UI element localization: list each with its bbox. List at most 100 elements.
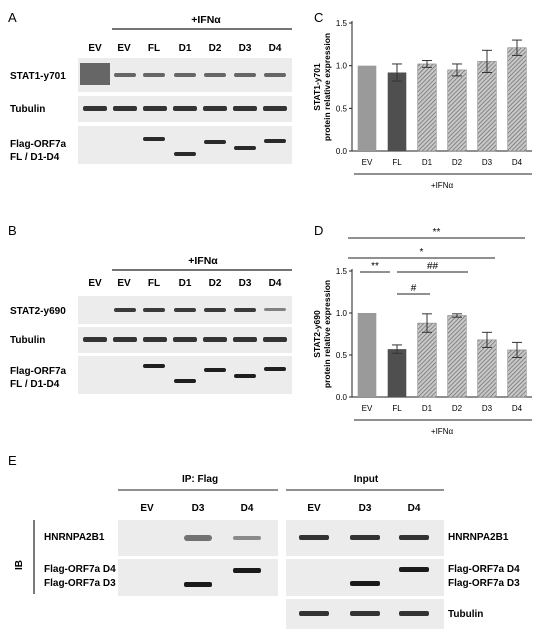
y-tick-label: 1.5 bbox=[336, 19, 348, 28]
bar bbox=[387, 72, 407, 151]
lane-label: EV bbox=[140, 503, 154, 514]
ib-side-label: IB bbox=[14, 560, 25, 570]
lane-label: D2 bbox=[209, 43, 222, 54]
lane-label: D1 bbox=[179, 278, 192, 289]
y-tick-label: 0.5 bbox=[336, 104, 348, 113]
lane-label: D4 bbox=[269, 43, 282, 54]
x-axis-label: +IFNα bbox=[431, 427, 454, 436]
blot-band bbox=[234, 146, 256, 150]
blot-band bbox=[173, 337, 197, 342]
blot-band bbox=[184, 535, 212, 541]
lane-label: D4 bbox=[408, 503, 421, 514]
bar bbox=[477, 339, 497, 398]
lane-label: EV bbox=[117, 43, 131, 54]
blot-band bbox=[263, 106, 287, 111]
blot-band bbox=[174, 379, 196, 383]
blot-band bbox=[174, 152, 196, 156]
lane-label: FL bbox=[148, 278, 160, 289]
row-label-line-1: Flag-ORF7a bbox=[10, 366, 67, 377]
input-row-label-tubulin: Tubulin bbox=[448, 609, 483, 620]
blot-band bbox=[80, 63, 110, 85]
y-axis-label: STAT2-y690 bbox=[312, 310, 322, 358]
blot-band bbox=[234, 374, 256, 378]
blot-bands-tubulin-a bbox=[83, 106, 287, 111]
lane-label: D3 bbox=[239, 278, 252, 289]
blot-band bbox=[263, 337, 287, 342]
chart-c: 0.0 0.5 1.0 1.5 STAT1-y701 protein relative e… bbox=[312, 19, 532, 190]
panel-label-b: B bbox=[8, 223, 17, 238]
blot-row-label-tubulin-b: Tubulin bbox=[10, 335, 45, 346]
blot-band bbox=[233, 337, 257, 342]
lane-label: EV bbox=[307, 503, 321, 514]
lane-label: D1 bbox=[179, 43, 192, 54]
blot-band bbox=[233, 568, 261, 573]
x-tick-label: D1 bbox=[422, 404, 433, 413]
blot-band bbox=[113, 337, 137, 342]
blot-bands-tubulin-b bbox=[83, 337, 287, 342]
blot-bands-flag-a bbox=[143, 137, 286, 156]
y-axis-label: protein relative expression bbox=[322, 280, 332, 388]
panel-b-treatment: +IFNα bbox=[188, 255, 218, 267]
y-tick-label: 0.5 bbox=[336, 351, 348, 360]
x-tick-label: EV bbox=[362, 158, 373, 167]
blot-band bbox=[234, 73, 256, 77]
x-axis-label: +IFNα bbox=[431, 181, 454, 190]
significance-label: # bbox=[411, 283, 417, 294]
panel-label-e: E bbox=[8, 453, 17, 468]
significance-label: ** bbox=[371, 261, 379, 272]
input-title: Input bbox=[354, 474, 379, 485]
blot-band bbox=[350, 581, 380, 586]
x-tick-label: D3 bbox=[482, 404, 493, 413]
x-tick-label: EV bbox=[362, 404, 373, 413]
blot-band bbox=[234, 308, 256, 312]
input-row-label-d4: Flag-ORF7a D4 bbox=[448, 564, 520, 575]
x-tick-label: D1 bbox=[422, 158, 433, 167]
blot-band bbox=[174, 73, 196, 77]
bar bbox=[507, 47, 527, 152]
bar bbox=[477, 61, 497, 152]
blot-band bbox=[264, 73, 286, 77]
blot-band bbox=[203, 106, 227, 111]
blot-band bbox=[399, 567, 429, 572]
blot-band bbox=[143, 364, 165, 368]
bar bbox=[447, 315, 467, 398]
blot-strip-flag-b bbox=[78, 356, 292, 394]
blot-bands-stat1 bbox=[114, 73, 286, 77]
x-tick-label: D4 bbox=[512, 404, 523, 413]
significance-label: ** bbox=[433, 227, 441, 238]
lane-label: D4 bbox=[269, 278, 282, 289]
row-label-line-1: Flag-ORF7a bbox=[10, 139, 67, 150]
blot-strip-flag-a bbox=[78, 126, 292, 164]
bar bbox=[417, 322, 437, 398]
y-axis-label: protein relative expression bbox=[322, 33, 332, 141]
panel-b-lane-labels: EV EV FL D1 D2 D3 D4 bbox=[88, 278, 281, 289]
y-tick-label: 0.0 bbox=[336, 147, 348, 156]
blot-band bbox=[203, 337, 227, 342]
blot-band bbox=[233, 536, 261, 540]
bar bbox=[357, 65, 377, 151]
blot-band bbox=[399, 535, 429, 540]
panel-a-treatment: +IFNα bbox=[191, 14, 221, 26]
panel-a-lane-labels: EV EV FL D1 D2 D3 D4 bbox=[88, 43, 281, 54]
blot-band bbox=[264, 367, 286, 371]
blot-band bbox=[233, 106, 257, 111]
blot-band bbox=[114, 308, 136, 312]
chart-d: 0.0 0.5 1.0 1.5 STAT2-y690 protein relative e… bbox=[312, 227, 532, 436]
row-label-line-2: FL / D1-D4 bbox=[10, 379, 60, 390]
blot-band bbox=[83, 337, 107, 342]
blot-band bbox=[173, 106, 197, 111]
ip-row-label-hnrnpa2b1: HNRNPA2B1 bbox=[44, 532, 105, 543]
significance-label: ## bbox=[427, 261, 439, 272]
blot-band bbox=[299, 611, 329, 616]
blot-band bbox=[204, 368, 226, 372]
y-axis-label: STAT1-y701 bbox=[312, 63, 322, 111]
blot-band bbox=[143, 137, 165, 141]
bar bbox=[447, 69, 467, 152]
lane-label: EV bbox=[88, 278, 102, 289]
x-tick-label: D2 bbox=[452, 158, 463, 167]
x-tick-label: FL bbox=[392, 158, 402, 167]
y-tick-label: 1.5 bbox=[336, 267, 348, 276]
blot-row-label-stat2: STAT2-y690 bbox=[10, 306, 66, 317]
blot-band bbox=[113, 106, 137, 111]
